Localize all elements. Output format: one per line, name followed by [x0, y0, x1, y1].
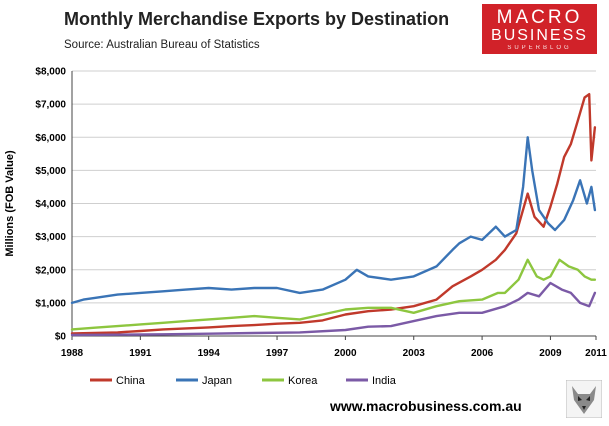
legend-label-korea: Korea — [288, 375, 318, 387]
y-tick-label: $1,000 — [35, 298, 66, 309]
wolf-logo-icon — [566, 380, 602, 418]
y-tick-label: $2,000 — [35, 265, 66, 276]
legend-label-china: China — [116, 375, 146, 387]
y-tick-label: $0 — [55, 332, 67, 343]
x-tick-label: 2011 — [585, 348, 607, 359]
x-tick-label: 2009 — [539, 348, 562, 359]
y-tick-label: $6,000 — [35, 133, 66, 144]
y-tick-label: $4,000 — [35, 199, 66, 210]
series-line-japan — [70, 136, 597, 305]
x-tick-label: 1991 — [129, 348, 152, 359]
x-tick-label: 2000 — [334, 348, 357, 359]
y-axis-label: Millions (FOB Value) — [4, 150, 16, 257]
series-line-india — [70, 281, 597, 337]
y-tick-label: $3,000 — [35, 232, 66, 243]
chart-source: Source: Australian Bureau of Statistics — [64, 39, 260, 51]
y-tick-label: $8,000 — [35, 67, 66, 78]
y-tick-label: $5,000 — [35, 166, 66, 177]
series-line-korea — [70, 258, 597, 331]
legend-label-japan: Japan — [202, 375, 232, 387]
logo-line-3: SUPERBLOG — [507, 45, 572, 51]
chart-title: Monthly Merchandise Exports by Destinati… — [64, 9, 450, 29]
x-tick-label: 1997 — [266, 348, 289, 359]
x-tick-label: 1994 — [198, 348, 221, 359]
y-tick-label: $7,000 — [35, 100, 66, 111]
logo-line-1: MACRO — [496, 7, 583, 28]
logo-line-2: BUSINESS — [491, 27, 588, 44]
x-tick-label: 2003 — [403, 348, 426, 359]
x-tick-label: 1988 — [61, 348, 84, 359]
macrobusiness-logo: MACRO BUSINESS SUPERBLOG — [482, 4, 597, 54]
x-tick-label: 2006 — [471, 348, 494, 359]
footer-url: www.macrobusiness.com.au — [330, 398, 522, 414]
series-line-china — [70, 92, 597, 335]
legend-label-india: India — [372, 375, 397, 387]
